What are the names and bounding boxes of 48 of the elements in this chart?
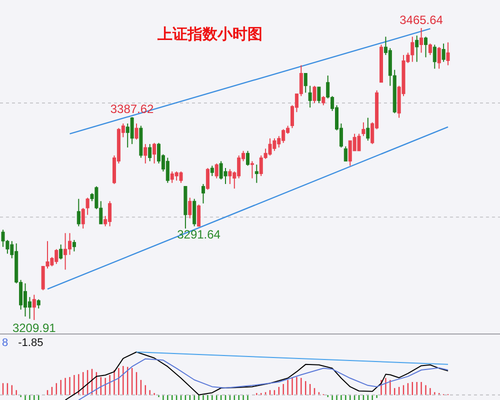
candlestick — [344, 146, 348, 162]
candlestick — [424, 36, 428, 58]
annotation: 3387.62 — [110, 102, 154, 116]
candlestick — [206, 168, 210, 190]
candlestick — [197, 204, 201, 228]
candlestick — [442, 43, 446, 62]
text: -1.85 — [18, 337, 44, 349]
candlestick — [210, 165, 214, 177]
candlestick — [152, 142, 156, 164]
candlestick — [437, 46, 441, 70]
candlestick — [428, 43, 432, 56]
annotation: 3291.64 — [177, 228, 221, 242]
chart-title: 上证指数小时图 — [156, 26, 262, 43]
candlestick — [76, 198, 80, 227]
candlestick — [36, 298, 40, 309]
candlestick — [446, 42, 450, 66]
text: 8 — [2, 337, 8, 349]
candlestick — [214, 162, 218, 179]
candlestick — [420, 28, 424, 54]
candlestick — [81, 208, 85, 230]
candlestick — [86, 197, 90, 216]
candlestick — [59, 244, 63, 260]
candlestick — [312, 85, 316, 104]
candlestick — [308, 85, 312, 108]
candlestick — [304, 72, 308, 94]
candlestick — [166, 157, 170, 184]
candlestick — [254, 164, 258, 184]
candlestick — [32, 294, 36, 320]
candlestick — [366, 117, 370, 142]
candlestick — [246, 150, 250, 166]
candlestick — [192, 198, 196, 227]
candlestick — [134, 123, 138, 140]
candlestick — [144, 144, 148, 164]
candlestick — [228, 168, 232, 185]
candlestick — [188, 197, 192, 219]
candlestick — [317, 86, 321, 104]
candlestick — [322, 96, 326, 106]
candlestick — [148, 144, 152, 162]
candlestick — [202, 184, 205, 204]
candlestick — [130, 116, 134, 145]
annotation: 3465.64 — [400, 13, 444, 27]
annotation: 3209.91 — [12, 321, 56, 335]
candlestick — [250, 160, 254, 179]
candlestick — [432, 44, 436, 70]
candlestick — [415, 35, 419, 62]
candlestick — [64, 232, 68, 270]
candlestick — [72, 239, 76, 252]
candlestick — [362, 122, 366, 137]
